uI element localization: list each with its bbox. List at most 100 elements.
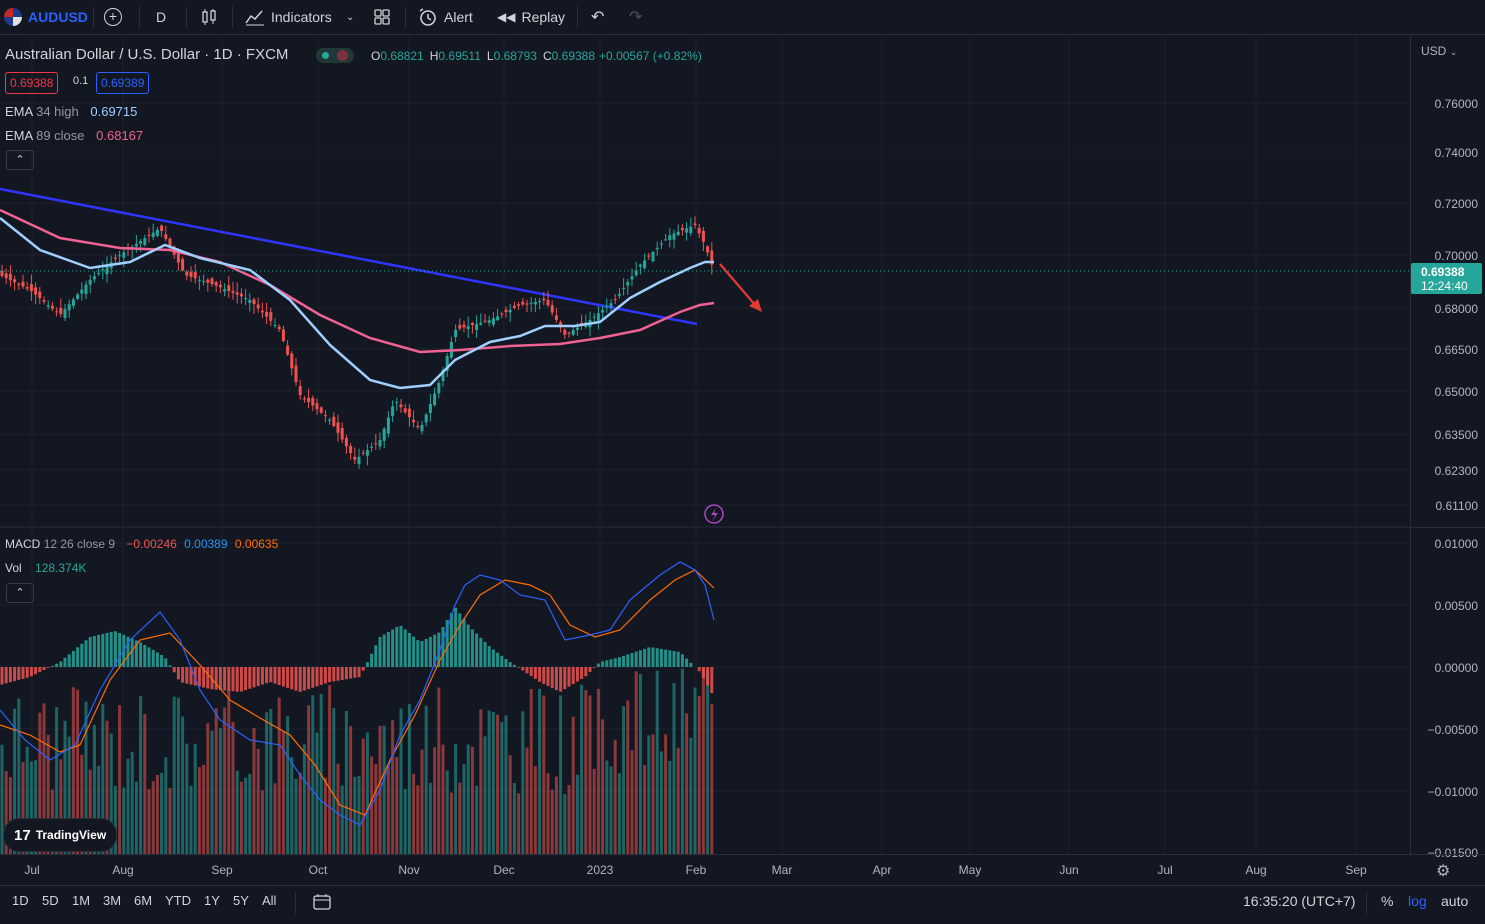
candle-body bbox=[25, 287, 29, 289]
volume-bar bbox=[365, 732, 369, 854]
volume-bar bbox=[139, 696, 143, 854]
currency-selector[interactable]: USD ⌄ bbox=[1421, 44, 1457, 58]
volume-bar bbox=[244, 777, 248, 854]
volume-bar bbox=[588, 695, 592, 854]
macd-histogram-bar bbox=[214, 667, 218, 690]
range-all-button[interactable]: All bbox=[262, 893, 277, 908]
buy-button[interactable]: 0.69389 bbox=[96, 72, 150, 94]
candle-body bbox=[399, 404, 403, 408]
auto-scale-button[interactable]: auto bbox=[1441, 893, 1469, 909]
volume-bar bbox=[281, 731, 285, 854]
bottom-toolbar bbox=[0, 885, 1485, 924]
range-1y-button[interactable]: 1Y bbox=[204, 893, 220, 908]
macd-histogram-bar bbox=[483, 642, 487, 667]
range-3m-button[interactable]: 3M bbox=[103, 893, 122, 908]
macd-histogram-bar bbox=[554, 667, 558, 691]
replay-button[interactable]: ◀◀ Replay bbox=[497, 0, 565, 34]
volume-bar bbox=[462, 764, 466, 854]
tradingview-watermark[interactable]: 17 TradingView bbox=[3, 818, 118, 852]
time-label: Sep bbox=[211, 863, 233, 877]
macd-histogram-bar bbox=[575, 667, 579, 682]
chart-grid bbox=[0, 36, 1410, 854]
macd-histogram-bar bbox=[462, 619, 466, 667]
clock-display[interactable]: 16:35:20 (UTC+7) bbox=[1243, 893, 1356, 909]
range-5d-button[interactable]: 5D bbox=[42, 893, 59, 908]
volume-legend[interactable]: Vol 128.374K bbox=[5, 561, 86, 575]
candle-body bbox=[155, 229, 159, 236]
candle-body bbox=[21, 281, 25, 287]
range-ytd-button[interactable]: YTD bbox=[165, 893, 191, 908]
chart-canvas[interactable] bbox=[0, 36, 1410, 854]
volume-bar bbox=[651, 734, 655, 854]
macd-legend[interactable]: MACD 12 26 close 9 −0.00246 0.00389 0.00… bbox=[5, 537, 278, 551]
volume-bar bbox=[706, 670, 710, 854]
undo-button[interactable]: ↶ bbox=[591, 0, 604, 34]
time-label: Aug bbox=[1245, 863, 1267, 877]
volume-bar bbox=[193, 743, 197, 854]
volume-bar bbox=[433, 747, 437, 854]
indicators-button[interactable]: Indicators bbox=[245, 0, 332, 34]
volume-bar bbox=[151, 781, 155, 854]
range-5y-button[interactable]: 5Y bbox=[233, 893, 249, 908]
macd-histogram-bar bbox=[424, 638, 428, 667]
candle-body bbox=[84, 284, 88, 295]
macd-histogram-bar bbox=[710, 667, 714, 694]
macd-histogram-bar bbox=[626, 654, 630, 667]
candle-body bbox=[59, 307, 63, 315]
volume-bar bbox=[235, 770, 239, 854]
symbol-legend: Australian Dollar / U.S. Dollar · 1D · F… bbox=[5, 46, 288, 63]
candle-body bbox=[340, 428, 344, 440]
macd-histogram-bar bbox=[290, 667, 294, 690]
macd-histogram-bar bbox=[147, 647, 151, 667]
compare-button[interactable]: + bbox=[104, 0, 122, 34]
chart-type-button[interactable] bbox=[200, 0, 218, 34]
macd-histogram-bar bbox=[445, 620, 449, 667]
alert-button[interactable]: Alert bbox=[418, 0, 473, 34]
ema34-params: 34 high bbox=[36, 104, 79, 119]
volume-bar bbox=[46, 734, 50, 854]
market-status-badge[interactable] bbox=[316, 48, 354, 63]
ema34-legend[interactable]: EMA 34 high 0.69715 bbox=[5, 104, 137, 119]
volume-bar bbox=[349, 726, 353, 854]
low-value: 0.68793 bbox=[493, 49, 537, 63]
candle-body bbox=[294, 365, 298, 382]
macd-histogram-bar bbox=[395, 626, 399, 667]
layouts-button[interactable] bbox=[373, 0, 391, 34]
macd-histogram-bar bbox=[521, 667, 525, 671]
macd-histogram-bar bbox=[349, 667, 353, 679]
price-label: 0.66500 bbox=[1434, 343, 1478, 357]
goto-date-button[interactable] bbox=[313, 894, 331, 915]
volume-bar bbox=[525, 747, 529, 854]
volume-bar bbox=[470, 746, 474, 854]
volume-bar bbox=[202, 764, 206, 854]
indicators-dropdown[interactable]: ⌄ bbox=[346, 0, 354, 34]
volume-bar bbox=[491, 711, 495, 854]
range-1m-button[interactable]: 1M bbox=[72, 893, 91, 908]
macd-histogram-bar bbox=[223, 667, 227, 691]
settings-gear-icon[interactable]: ⚙ bbox=[1436, 863, 1451, 880]
candle-body bbox=[710, 250, 714, 265]
symbol-search-button[interactable]: AUDUSD bbox=[4, 0, 88, 34]
collapse-legend-button[interactable]: ⌃ bbox=[6, 150, 34, 170]
candle-body bbox=[596, 313, 600, 321]
ema89-legend[interactable]: EMA 89 close 0.68167 bbox=[5, 128, 143, 143]
candle-body bbox=[50, 305, 54, 309]
log-scale-button[interactable]: log bbox=[1408, 893, 1427, 909]
candle-body bbox=[353, 456, 357, 460]
undo-icon: ↶ bbox=[591, 9, 605, 26]
collapse-macd-legend-button[interactable]: ⌃ bbox=[6, 583, 34, 603]
price-label: 0.63500 bbox=[1434, 428, 1478, 442]
price-axis[interactable]: USD ⌄ 0.76000 0.74000 0.72000 0.70000 0.… bbox=[1410, 36, 1485, 860]
percent-scale-button[interactable]: % bbox=[1381, 893, 1394, 909]
interval-button[interactable]: D bbox=[156, 0, 166, 34]
sell-button[interactable]: 0.69388 bbox=[5, 72, 59, 94]
candle-body bbox=[630, 276, 634, 280]
volume-bar bbox=[626, 700, 630, 854]
time-axis[interactable]: Jul Aug Sep Oct Nov Dec 2023 Feb Mar Apr… bbox=[0, 854, 1485, 885]
range-6m-button[interactable]: 6M bbox=[134, 893, 153, 908]
candle-body bbox=[277, 326, 281, 330]
range-1d-button[interactable]: 1D bbox=[12, 893, 29, 908]
candle-body bbox=[139, 241, 143, 244]
macd-histogram-bar bbox=[260, 667, 264, 685]
redo-button[interactable]: ↷ bbox=[629, 0, 642, 34]
